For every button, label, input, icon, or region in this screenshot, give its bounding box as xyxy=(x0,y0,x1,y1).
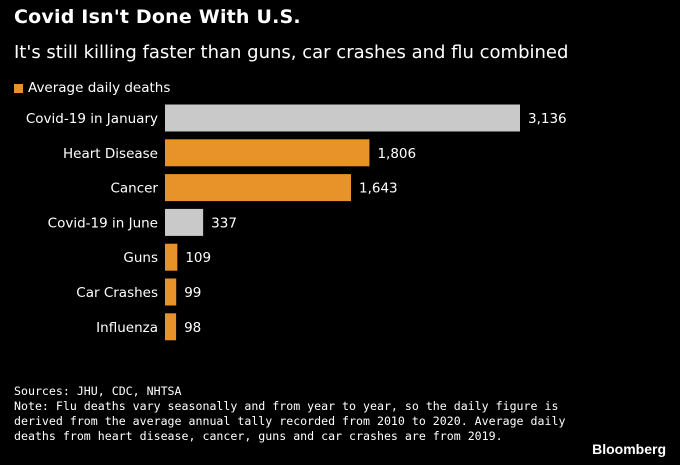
bar xyxy=(165,313,177,341)
footer-notes: Sources: JHU, CDC, NHTSA Note: Flu death… xyxy=(14,384,574,444)
category-label: Covid-19 in June xyxy=(48,215,158,231)
category-label: Cancer xyxy=(110,181,158,197)
bloomberg-logo: Bloomberg xyxy=(592,441,666,457)
bar xyxy=(165,278,177,306)
value-label: 1,806 xyxy=(377,146,416,162)
value-label: 109 xyxy=(185,250,211,266)
chart-subtitle: It's still killing faster than guns, car… xyxy=(14,42,569,63)
value-label: 99 xyxy=(184,285,201,301)
bar xyxy=(165,139,370,167)
value-label: 3,136 xyxy=(528,111,567,127)
category-label: Guns xyxy=(123,250,158,266)
category-label: Covid-19 in January xyxy=(26,111,158,127)
note-text: Note: Flu deaths vary seasonally and fro… xyxy=(14,399,566,443)
bar xyxy=(165,208,204,236)
chart-title: Covid Isn't Done With U.S. xyxy=(14,6,301,28)
value-label: 1,643 xyxy=(359,181,398,197)
legend-label: Average daily deaths xyxy=(28,80,171,96)
bar xyxy=(165,243,178,271)
sources-text: Sources: JHU, CDC, NHTSA xyxy=(14,384,182,398)
category-label: Heart Disease xyxy=(63,146,158,162)
legend: Average daily deaths xyxy=(14,80,170,96)
legend-swatch xyxy=(14,83,23,93)
value-label: 337 xyxy=(211,215,237,231)
bar xyxy=(165,104,520,132)
bar-chart: Covid-19 in January 3,136 Heart Disease 1,8… xyxy=(26,104,567,341)
bar xyxy=(165,174,351,202)
category-label: Influenza xyxy=(96,320,158,336)
value-label: 98 xyxy=(184,320,201,336)
category-label: Car Crashes xyxy=(76,285,158,301)
